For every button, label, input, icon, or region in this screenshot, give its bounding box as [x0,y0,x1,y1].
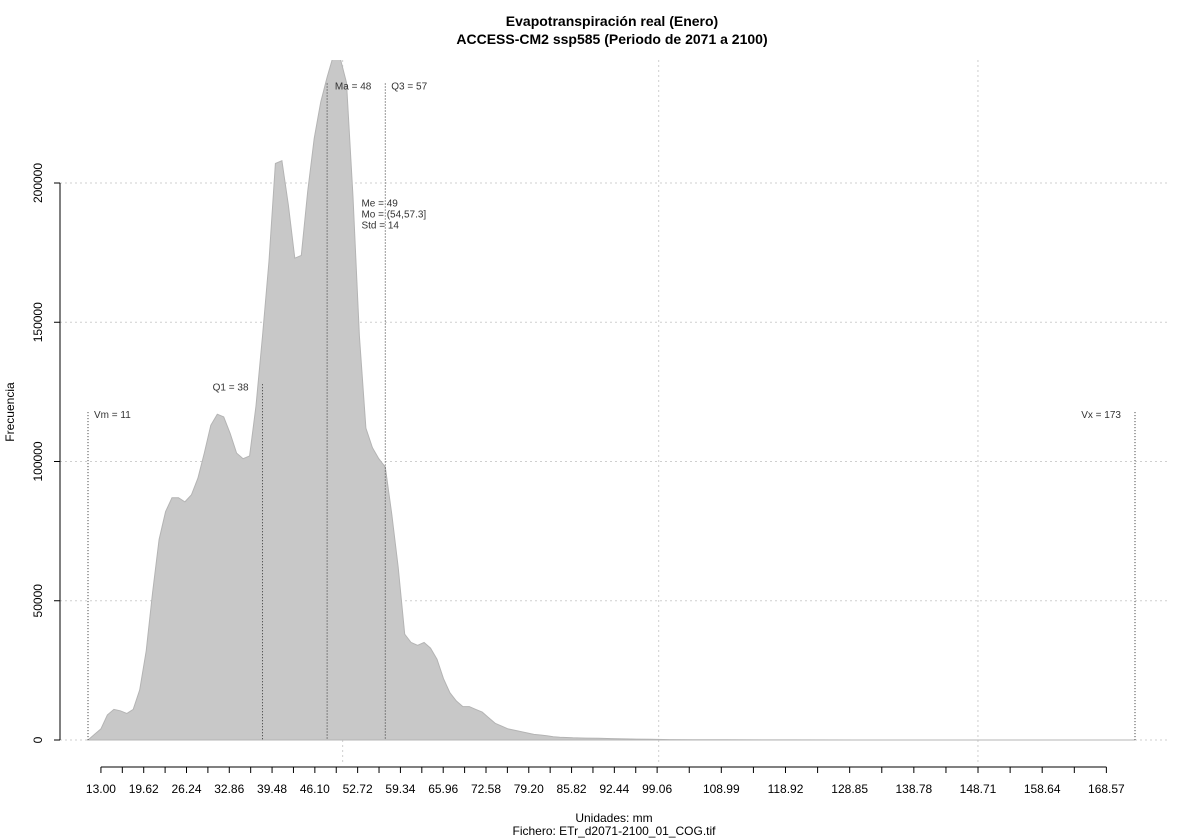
x-tick-label-18: 72.58 [471,782,501,796]
stat-label-0: Vm = 11 [94,410,131,421]
stat-label-3: Q3 = 57 [391,82,427,93]
x-tick-label-8: 39.48 [257,782,287,796]
x-tick-label-10: 46.10 [300,782,330,796]
chart-subtitle: ACCESS-CM2 ssp585 (Periodo de 2071 a 210… [456,31,767,47]
x-tick-label-16: 65.96 [428,782,458,796]
stat-box-line-2: Std = 14 [361,220,399,231]
chart-title: Evapotranspiración real (Enero) [506,13,718,29]
x-tick-label-26: 99.06 [642,782,672,796]
stat-label-4: Vx = 173 [1081,410,1121,421]
x-tick-label-20: 79.20 [514,782,544,796]
x-tick-label-6: 32.86 [214,782,244,796]
x-tick-label-12: 52.72 [343,782,373,796]
density-area [86,60,1135,741]
y-tick-label-3: 150000 [31,302,45,342]
x-tick-label-28: 108.99 [703,782,740,796]
x-tick-label-40: 168.57 [1088,782,1125,796]
x-tick-label-24: 92.44 [599,782,629,796]
y-axis-label: Frecuencia [3,382,17,442]
y-tick-label-1: 50000 [31,584,45,618]
file-caption: Fichero: ETr_d2071-2100_01_COG.tif [513,824,717,838]
x-tick-label-34: 138.78 [895,782,932,796]
x-tick-label-36: 148.71 [960,782,997,796]
y-tick-label-0: 0 [31,736,45,743]
stat-box-line-1: Mo = (54,57.3] [361,209,426,220]
stat-box-line-0: Me = 49 [361,198,398,209]
x-tick-label-30: 118.92 [768,782,804,796]
x-tick-label-38: 158.64 [1024,782,1061,796]
x-tick-label-14: 59.34 [385,782,415,796]
y-tick-label-4: 200000 [31,163,45,203]
x-tick-label-22: 85.82 [557,782,587,796]
x-tick-label-2: 19.62 [129,782,159,796]
stat-label-1: Q1 = 38 [213,382,249,393]
x-tick-label-4: 26.24 [171,782,201,796]
x-tick-label-0: 13.00 [86,782,116,796]
x-tick-label-32: 128.85 [831,782,868,796]
x-axis-label: Unidades: mm [575,811,652,825]
stat-label-2: Ma = 48 [335,82,372,93]
y-tick-label-2: 100000 [31,441,45,481]
